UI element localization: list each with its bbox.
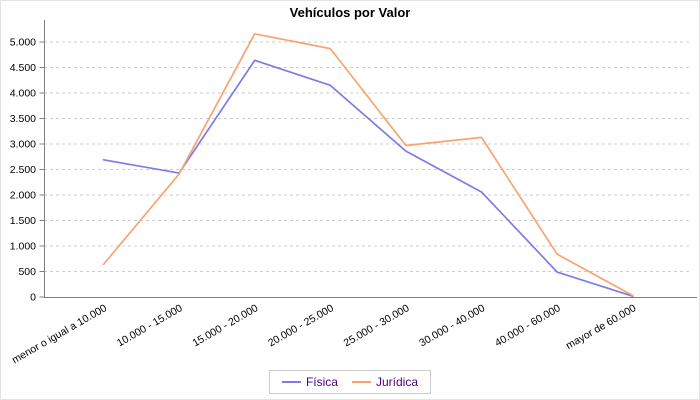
legend-label-juridica: Jurídica — [375, 375, 419, 389]
y-tick-label: 1.000 — [10, 241, 36, 253]
x-category-label: 40.000 - 60.000 — [493, 302, 563, 349]
legend-swatch-fisica — [281, 381, 301, 383]
x-category-label: 20.000 - 25.000 — [266, 302, 336, 349]
y-tick-label: 3.000 — [10, 139, 36, 151]
x-category-label: mayor de 60.000 — [564, 302, 638, 352]
series-line-fisica — [102, 59, 634, 298]
legend-item-juridica: Jurídica — [351, 375, 419, 389]
y-tick-label: 500 — [18, 266, 36, 278]
x-category-label: 15.000 - 20.000 — [190, 302, 260, 349]
y-tick-label: 0 — [30, 292, 36, 304]
legend-label-fisica: Física — [305, 375, 338, 389]
legend: Física Jurídica — [268, 370, 432, 394]
x-category-label: 30.000 - 40.000 — [417, 302, 487, 349]
chart-title: Vehículos por Valor — [289, 5, 411, 20]
y-tick-label: 1.500 — [10, 215, 36, 227]
y-tick-label: 3.500 — [10, 113, 36, 125]
y-tick-label: 2.000 — [10, 190, 36, 202]
y-tick-label: 5.000 — [10, 37, 36, 49]
legend-item-fisica: Física — [281, 375, 338, 389]
y-tick-label: 4.000 — [10, 88, 36, 100]
legend-swatch-juridica — [351, 381, 371, 383]
x-category-label: menor o igual a 10.000 — [10, 302, 109, 366]
x-category-label: 10.000 - 15.000 — [115, 302, 185, 349]
series-line-juridica — [102, 32, 634, 297]
x-category-label: 25.000 - 30.000 — [342, 302, 412, 349]
y-tick-label: 2.500 — [10, 164, 36, 176]
y-tick-label: 4.500 — [10, 62, 36, 74]
